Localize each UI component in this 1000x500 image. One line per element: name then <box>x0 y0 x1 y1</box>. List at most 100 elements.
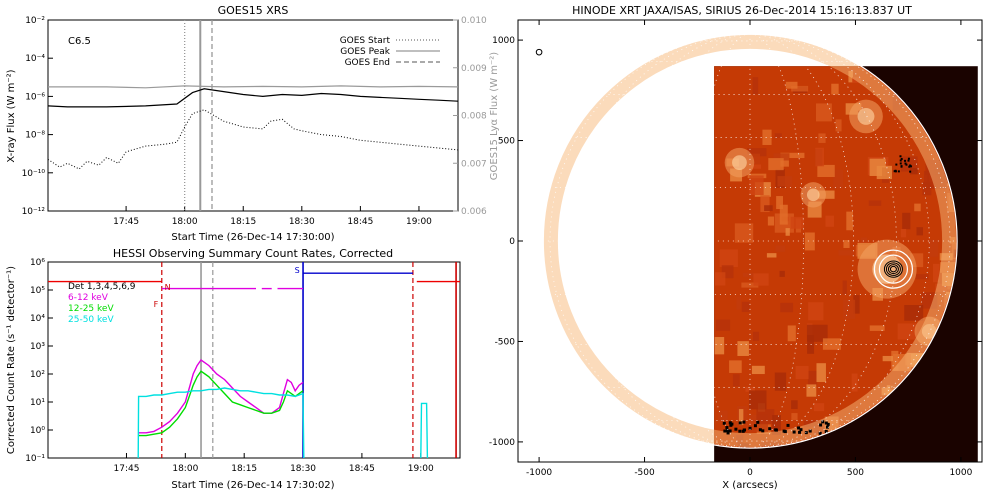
disk-pixel <box>807 370 818 388</box>
disk-pixel <box>777 176 793 187</box>
missing-pixel <box>907 157 910 160</box>
hessi-series-6-12-keV <box>138 359 304 434</box>
missing-pixel <box>722 421 726 425</box>
missing-pixel <box>758 428 762 432</box>
xrt-image-panel: HINODE XRT JAXA/ISAS, SIRIUS 26-Dec-2014… <box>489 4 994 491</box>
goes-event-lines <box>184 20 213 211</box>
disk-pixel <box>773 153 790 161</box>
missing-pixel <box>897 170 900 173</box>
hessi-series-25-50-keV <box>137 387 305 458</box>
hessi-flag-lines <box>161 262 457 458</box>
hessi-y-label: Corrected Count Rate (s⁻¹ detector⁻¹) <box>6 266 17 454</box>
disk-pixel <box>807 334 815 354</box>
contour-inner <box>889 265 897 273</box>
goes-y-tick-label: 10⁻¹⁰ <box>22 169 46 179</box>
hessi-legend-label: 12-25 keV <box>68 304 114 314</box>
disk-pixel <box>768 158 784 171</box>
disk-pixel <box>719 249 738 267</box>
bright-core <box>732 155 747 171</box>
hessi-y-tick-label: 10¹ <box>30 398 45 408</box>
missing-pixel <box>726 431 730 435</box>
hessi-y-tick-label: 10⁵ <box>30 286 45 296</box>
missing-pixel <box>899 159 902 162</box>
hessi-legend-label: 6-12 keV <box>68 293 109 303</box>
missing-pixel <box>907 159 910 162</box>
goes-x-axis: 17:45 18:00 18:15 18:30 18:45 19:00 <box>113 206 432 227</box>
disk-pixel <box>747 148 767 157</box>
disk-pixel <box>738 409 744 426</box>
hessi-y-tick-label: 10⁶ <box>30 258 45 268</box>
missing-pixel <box>786 423 790 427</box>
missing-pixel <box>894 169 897 172</box>
disk-pixel <box>975 281 994 294</box>
disk-pixel <box>749 175 764 195</box>
disk-pixel <box>715 319 731 331</box>
missing-pixel <box>725 429 729 433</box>
disk-pixel <box>791 400 798 410</box>
hessi-y-axis: 10⁶ 10⁵ 10⁴ 10³ 10² 10¹ 10⁰ 10⁻¹ <box>25 258 53 464</box>
disk-pixel <box>928 239 939 257</box>
disk-pixel <box>869 325 885 331</box>
disk-pixel <box>822 338 841 350</box>
missing-pixel <box>748 426 752 430</box>
disk-pixel <box>843 299 856 319</box>
disk-pixel <box>764 205 773 212</box>
missing-pixel <box>904 162 907 165</box>
goes-legend-label: GOES End <box>345 58 390 68</box>
disk-pixel <box>762 129 772 145</box>
missing-pixel <box>825 425 829 429</box>
disk-pixel <box>817 164 835 177</box>
disk-pixel <box>835 119 842 132</box>
goes-y2-tick-label: 0.006 <box>461 207 487 217</box>
missing-pixel <box>900 165 903 168</box>
disk-pixel <box>904 305 924 321</box>
disk-pixel <box>790 216 804 229</box>
longitude-line <box>749 33 897 449</box>
xrt-title: HINODE XRT JAXA/ISAS, SIRIUS 26-Dec-2014… <box>572 4 912 17</box>
disk-pixel <box>742 272 755 277</box>
disk-pixel <box>791 85 809 92</box>
flare-contours <box>873 249 914 289</box>
disk-pixel <box>767 216 775 226</box>
xrt-y-tick-label: 500 <box>498 137 515 147</box>
missing-pixel <box>899 162 902 165</box>
disk-pixel <box>756 409 775 424</box>
missing-pixel <box>792 430 796 434</box>
disk-pixel <box>734 223 754 243</box>
disk-pixel <box>789 462 801 478</box>
disk-pixel <box>922 181 932 196</box>
goes-series-short <box>48 109 458 170</box>
missing-pixel <box>808 429 812 433</box>
goes-x-tick-label: 18:00 <box>172 217 198 227</box>
disk-pixel <box>868 200 882 206</box>
xrt-y-axis: 1000 500 0 -500 -1000 <box>489 36 982 448</box>
missing-pixel <box>905 163 908 166</box>
goes-y2-tick-label: 0.008 <box>461 112 487 122</box>
missing-pixel <box>797 426 801 430</box>
xrt-y-tick-label: 0 <box>509 237 515 247</box>
goes-y-label: X-ray Flux (W m⁻²) <box>6 69 17 162</box>
goes-legend-label: GOES Start <box>340 36 391 46</box>
hessi-flag-label: F <box>154 300 159 309</box>
reference-marker <box>535 48 543 56</box>
hessi-y-tick-label: 10² <box>30 370 45 380</box>
disk-pixel <box>785 228 790 236</box>
xrt-x-tick-label: -500 <box>634 468 655 478</box>
missing-pixel <box>738 429 742 433</box>
missing-pixel <box>729 423 733 427</box>
disk-pixel <box>795 365 809 380</box>
disk-pixel <box>914 203 921 212</box>
goes-x-tick-label: 18:45 <box>347 217 373 227</box>
longitude-line <box>749 33 854 449</box>
disk-pixel <box>776 196 784 210</box>
missing-pixel <box>824 429 828 433</box>
disk-pixel <box>741 282 759 288</box>
limb-glow <box>543 34 957 448</box>
disk-pixel <box>909 167 918 175</box>
disk-pixel <box>817 190 835 199</box>
marker-circle <box>535 48 543 56</box>
hessi-x-label: Start Time (26-Dec-14 17:30:02) <box>171 480 334 491</box>
missing-pixel <box>826 422 830 426</box>
goes-y2-axis: 0.010 0.009 0.008 0.007 0.006 <box>453 16 487 217</box>
